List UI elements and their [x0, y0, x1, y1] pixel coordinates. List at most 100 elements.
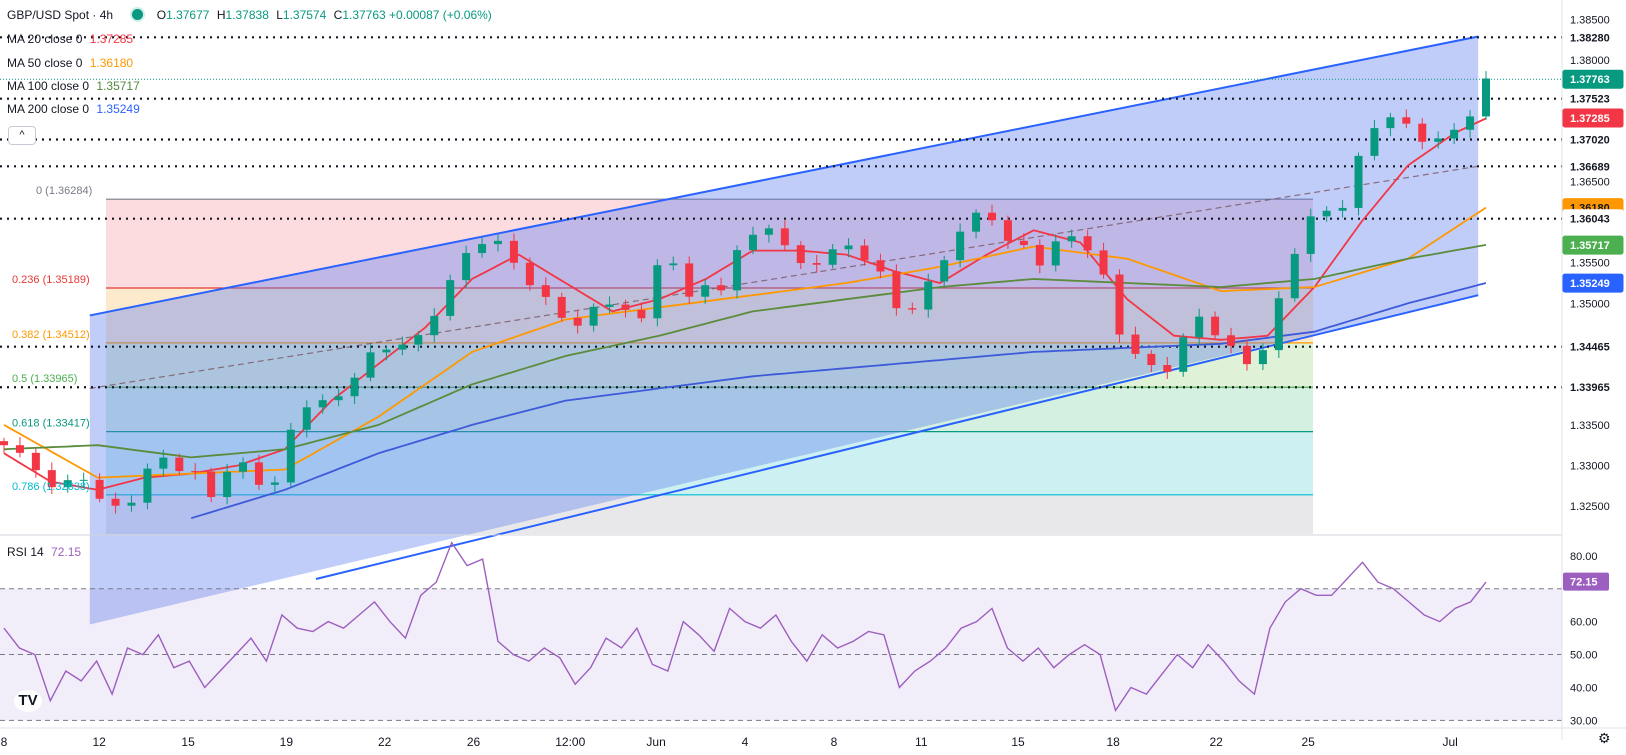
moving-average-line — [3, 117, 1487, 491]
candle-body — [1147, 353, 1156, 366]
price-grid — [0, 36, 1562, 389]
candle-body — [956, 231, 965, 261]
candle-body — [366, 352, 375, 378]
candle-body — [1434, 138, 1443, 142]
candle-body — [1450, 129, 1459, 139]
indicator-ma100[interactable]: MA 100 close 0 1.35717 — [7, 79, 140, 93]
symbol-title[interactable]: GBP/USD Spot · 4h — [7, 8, 114, 22]
candle-body — [334, 396, 343, 401]
candle-body — [908, 308, 917, 310]
candle-body — [318, 400, 327, 408]
candle-body — [1290, 253, 1299, 299]
candle-body — [1179, 337, 1188, 372]
candle-body — [972, 212, 981, 232]
price-tick-label: 1.33500 — [1570, 420, 1610, 432]
time-tick-label: 8 — [1, 735, 8, 749]
ma100-label: MA 100 close 0 — [7, 79, 90, 93]
candle-body — [254, 462, 263, 485]
candle-body — [414, 335, 423, 345]
ma200-value: 1.35249 — [96, 102, 140, 116]
rsi-header[interactable]: RSI 14 72.15 — [7, 545, 81, 559]
candle-body — [1338, 207, 1347, 211]
candle-body — [1227, 335, 1236, 346]
candle-body — [159, 457, 168, 469]
candle-body — [1099, 250, 1108, 275]
price-tick-label: 1.35500 — [1570, 258, 1610, 270]
fib-label: 0.382 (1.34512) — [12, 329, 90, 341]
candle-body — [924, 281, 933, 310]
candle-body — [1354, 155, 1363, 208]
candle-body — [15, 445, 24, 453]
rsi-tick-label: 50.00 — [1570, 650, 1598, 662]
time-tick-label: 8 — [831, 735, 838, 749]
indicator-ma20[interactable]: MA 20 close 0 1.37285 — [7, 32, 133, 46]
low-label: L — [276, 8, 283, 22]
channel-lower-line — [315, 294, 1479, 580]
candle-body — [1466, 116, 1475, 130]
rsi-line — [3, 541, 1487, 713]
candlesticks — [0, 71, 1490, 514]
time-tick-label: 12:00 — [555, 735, 585, 749]
tradingview-logo[interactable]: TV — [14, 690, 42, 712]
price-tick-label: 1.35000 — [1570, 298, 1610, 310]
candle-body — [764, 228, 773, 235]
time-tick-label: 11 — [915, 735, 928, 749]
candle-body — [1386, 117, 1395, 129]
rsi-value: 72.15 — [51, 545, 82, 559]
close-value: 1.37763 — [342, 8, 386, 22]
candle-body — [1258, 350, 1267, 365]
candle-body — [63, 480, 72, 488]
ma50-value: 1.36180 — [89, 56, 134, 70]
candle-body — [462, 253, 471, 281]
candle-body — [1051, 241, 1060, 266]
visibility-icon[interactable] — [132, 9, 144, 20]
candle-body — [430, 315, 439, 336]
candle-body — [1131, 334, 1140, 354]
ma20-value: 1.37285 — [89, 32, 134, 46]
candle-body — [1035, 244, 1044, 266]
price-label-box — [1562, 89, 1624, 109]
candle-body — [589, 306, 598, 326]
candle-body — [653, 265, 662, 319]
candle-body — [286, 429, 295, 483]
rsi-current-box — [1563, 572, 1609, 591]
indicator-ma50[interactable]: MA 50 close 0 1.36180 — [7, 56, 133, 70]
candle-body — [573, 317, 582, 326]
price-label-box — [1562, 27, 1624, 47]
time-tick-label: 4 — [742, 735, 749, 749]
candle-body — [31, 452, 40, 471]
parallel-channel — [89, 35, 1479, 625]
fib-label: 0 (1.36284) — [36, 185, 92, 197]
channel-mid-line — [89, 165, 1479, 390]
candle-body — [509, 240, 518, 263]
candle-body — [1067, 236, 1076, 242]
rsi-tick-label: 40.00 — [1570, 682, 1598, 694]
candle-body — [1402, 117, 1411, 124]
price-label-text: 1.33965 — [1570, 382, 1610, 394]
fib-label: 0.618 (1.33417) — [12, 418, 90, 430]
candle-body — [1163, 365, 1172, 372]
candle-body — [79, 479, 88, 481]
moving-average-line — [3, 206, 1487, 479]
price-tick-label: 1.36500 — [1570, 177, 1610, 189]
candle-body — [1274, 298, 1283, 351]
price-label-text: 1.35249 — [1570, 278, 1610, 290]
fibonacci-labels: 0 (1.36284) 0.236 (1.35189) 0.382 (1.34512… — [12, 185, 92, 493]
candle-body — [701, 285, 710, 297]
time-tick-label: 22 — [378, 735, 392, 749]
ma100-value: 1.35717 — [96, 79, 140, 93]
rsi-current-text: 72.15 — [1570, 577, 1598, 589]
candle-body — [796, 245, 805, 264]
price-label-box — [1562, 156, 1624, 176]
time-tick-label: 25 — [1301, 735, 1315, 749]
gear-icon[interactable]: ⚙ — [1598, 730, 1611, 746]
candle-body — [844, 245, 853, 250]
indicator-ma200[interactable]: MA 200 close 0 1.35249 — [7, 102, 140, 116]
candle-body — [446, 280, 455, 316]
candle-body — [1003, 220, 1012, 241]
candle-body — [1306, 216, 1315, 254]
price-label-box — [1562, 273, 1624, 293]
candle-body — [127, 502, 136, 506]
collapse-indicators-button[interactable]: ^ — [8, 126, 36, 145]
